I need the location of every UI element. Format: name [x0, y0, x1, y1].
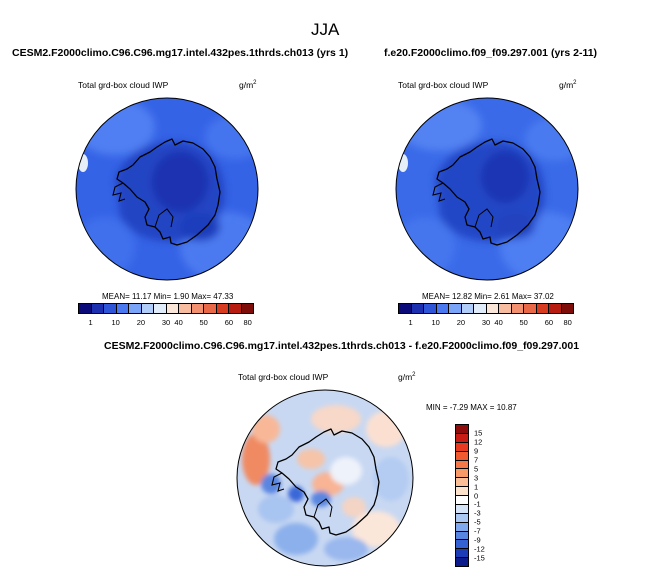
diff-map — [236, 389, 414, 567]
diff-colorbar-labels: 15 12 9 7 5 3 1 0 -1 -3 -5 -7 -9 -12 -15 — [474, 424, 498, 567]
cb-tick: 80 — [563, 318, 572, 327]
right-panel-units: g/m2 — [559, 80, 577, 90]
left-panel-units: g/m2 — [239, 80, 257, 90]
cb-tick: 10 — [431, 318, 440, 327]
left-map — [75, 97, 259, 281]
cb-tick: 7 — [474, 455, 479, 465]
right-map — [395, 97, 579, 281]
cb-tick: 15 — [474, 428, 483, 438]
cb-tick: -3 — [474, 508, 481, 518]
cb-tick: 0 — [474, 491, 479, 500]
cb-tick: 9 — [474, 446, 479, 456]
cb-tick: -5 — [474, 517, 481, 527]
left-panel-variable: Total grd-box cloud IWP — [78, 80, 169, 90]
diff-panel-variable: Total grd-box cloud IWP — [238, 372, 329, 382]
cb-tick: 1 — [88, 318, 93, 327]
cb-tick: 12 — [474, 437, 483, 447]
cb-tick: 40 — [494, 318, 503, 327]
cb-tick: 20 — [136, 318, 146, 327]
cb-tick: -15 — [474, 553, 485, 563]
left-panel-stats: MEAN= 11.17 Min= 1.90 Max= 47.33 — [102, 292, 234, 301]
diff-panel-stats: MIN = -7.29 MAX = 10.87 — [426, 403, 517, 412]
cb-tick: 1 — [474, 482, 479, 492]
cb-tick: 10 — [111, 318, 120, 327]
cb-tick: 1 — [408, 318, 413, 327]
right-panel-title: f.e20.F2000climo.f09_f09.297.001 (yrs 2-… — [384, 47, 598, 59]
cb-tick: -1 — [474, 499, 481, 509]
right-colorbar — [398, 303, 574, 314]
cb-tick: 80 — [243, 318, 252, 327]
cb-tick: -9 — [474, 535, 481, 545]
cb-tick: 20 — [456, 318, 466, 327]
right-panel-stats: MEAN= 12.82 Min= 2.61 Max= 37.02 — [422, 292, 554, 301]
diff-panel-title: CESM2.F2000climo.C96.C96.mg17.intel.432p… — [104, 340, 580, 352]
cb-tick: 50 — [199, 318, 208, 327]
left-panel-title: CESM2.F2000climo.C96.C96.mg17.intel.432p… — [12, 47, 349, 59]
left-colorbar — [78, 303, 254, 314]
cb-tick: -12 — [474, 544, 485, 554]
cb-tick: 60 — [544, 318, 554, 327]
diff-colorbar — [455, 424, 469, 567]
cb-tick: 3 — [474, 473, 479, 483]
cb-tick: 30 — [161, 318, 171, 327]
figure-title: JJA — [311, 20, 340, 39]
cb-tick: 30 — [481, 318, 491, 327]
cb-tick: -7 — [474, 526, 481, 536]
left-colorbar-labels: 1 10 20 30 40 50 60 80 — [78, 318, 254, 328]
diff-panel-units: g/m2 — [398, 372, 416, 382]
right-panel-variable: Total grd-box cloud IWP — [398, 80, 489, 90]
cb-tick: 40 — [174, 318, 183, 327]
cb-tick: 50 — [519, 318, 528, 327]
cb-tick: 5 — [474, 464, 479, 474]
right-colorbar-labels: 1 10 20 30 40 50 60 80 — [398, 318, 574, 328]
cb-tick: 60 — [224, 318, 234, 327]
